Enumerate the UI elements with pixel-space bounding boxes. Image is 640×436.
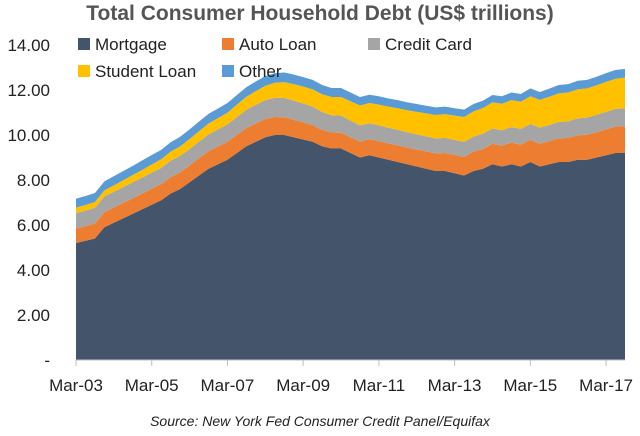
legend-label-credit-card: Credit Card	[385, 35, 472, 54]
x-tick-label: Mar-07	[200, 376, 254, 395]
legend-label-other: Other	[239, 62, 282, 81]
x-tick-label: Mar-13	[428, 376, 482, 395]
legend-swatch-student-loan	[78, 65, 90, 77]
legend-swatch-mortgage	[78, 38, 90, 50]
area-student-loan	[76, 77, 625, 214]
x-tick-label: Mar-09	[276, 376, 330, 395]
area-other	[76, 68, 625, 208]
x-tick-label: Mar-17	[579, 376, 633, 395]
y-tick-label: 12.00	[7, 81, 50, 100]
y-tick-label: 6.00	[17, 216, 50, 235]
legend-swatch-other	[222, 65, 234, 77]
legend-label-auto-loan: Auto Loan	[239, 35, 317, 54]
x-tick-label: Mar-05	[125, 376, 179, 395]
legend-swatch-auto-loan	[222, 38, 234, 50]
x-tick-label: Mar-15	[503, 376, 557, 395]
y-tick-label: -	[44, 351, 50, 370]
y-tick-label: 4.00	[17, 261, 50, 280]
legend-label-mortgage: Mortgage	[95, 35, 167, 54]
area-mortgage	[76, 135, 625, 360]
legend-label-student-loan: Student Loan	[95, 62, 196, 81]
y-tick-label: 14.00	[7, 36, 50, 55]
chart-source: Source: New York Fed Consumer Credit Pan…	[150, 413, 490, 429]
chart-title: Total Consumer Household Debt (US$ trill…	[86, 2, 554, 25]
y-tick-label: 2.00	[17, 306, 50, 325]
x-tick-label: Mar-11	[353, 376, 406, 395]
area-auto-loan	[76, 117, 625, 243]
x-tick-label: Mar-03	[49, 376, 103, 395]
area-credit-card	[76, 97, 625, 229]
y-tick-label: 10.00	[7, 126, 50, 145]
y-tick-label: 8.00	[17, 171, 50, 190]
legend-swatch-credit-card	[368, 38, 380, 50]
